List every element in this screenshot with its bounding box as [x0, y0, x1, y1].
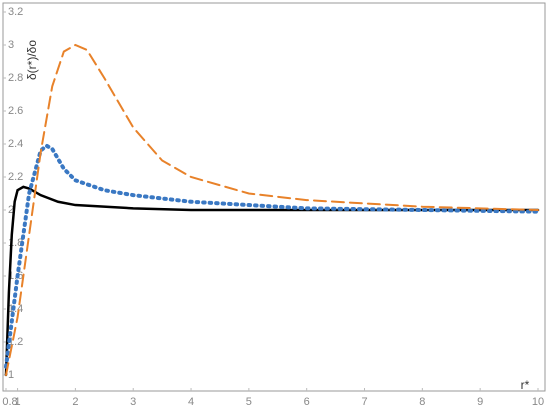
y-tick-label: 2.2 [8, 171, 23, 183]
x-tick-label: 9 [477, 396, 483, 408]
y-tick-label: 1.4 [8, 303, 23, 315]
y-axis-label: δ(r*)/δo [25, 40, 39, 80]
x-tick-label: 6 [304, 396, 310, 408]
series-line [4, 143, 540, 369]
x-tick-label: 0.8 [2, 396, 17, 408]
x-tick-label: 2 [72, 396, 78, 408]
series-line [4, 185, 540, 377]
y-tick-label: 3 [8, 39, 14, 51]
series-line [5, 43, 539, 376]
y-tick-label: 1 [8, 369, 14, 381]
y-tick-label: 2.4 [8, 138, 23, 150]
x-tick-label: 10 [532, 396, 544, 408]
plot-frame [2, 2, 546, 392]
x-tick-label: 8 [419, 396, 425, 408]
x-tick-label: 1 [15, 396, 21, 408]
y-tick-label: 3.2 [8, 6, 23, 18]
y-tick-label: 2.6 [8, 105, 23, 117]
x-tick-label: 3 [130, 396, 136, 408]
y-tick-label: 2.8 [8, 72, 23, 84]
x-tick-label: 5 [246, 396, 252, 408]
x-tick-label: 7 [361, 396, 367, 408]
y-tick-label: 2 [8, 204, 14, 216]
x-axis-label: r* [521, 378, 530, 392]
x-tick-label: 4 [188, 396, 194, 408]
